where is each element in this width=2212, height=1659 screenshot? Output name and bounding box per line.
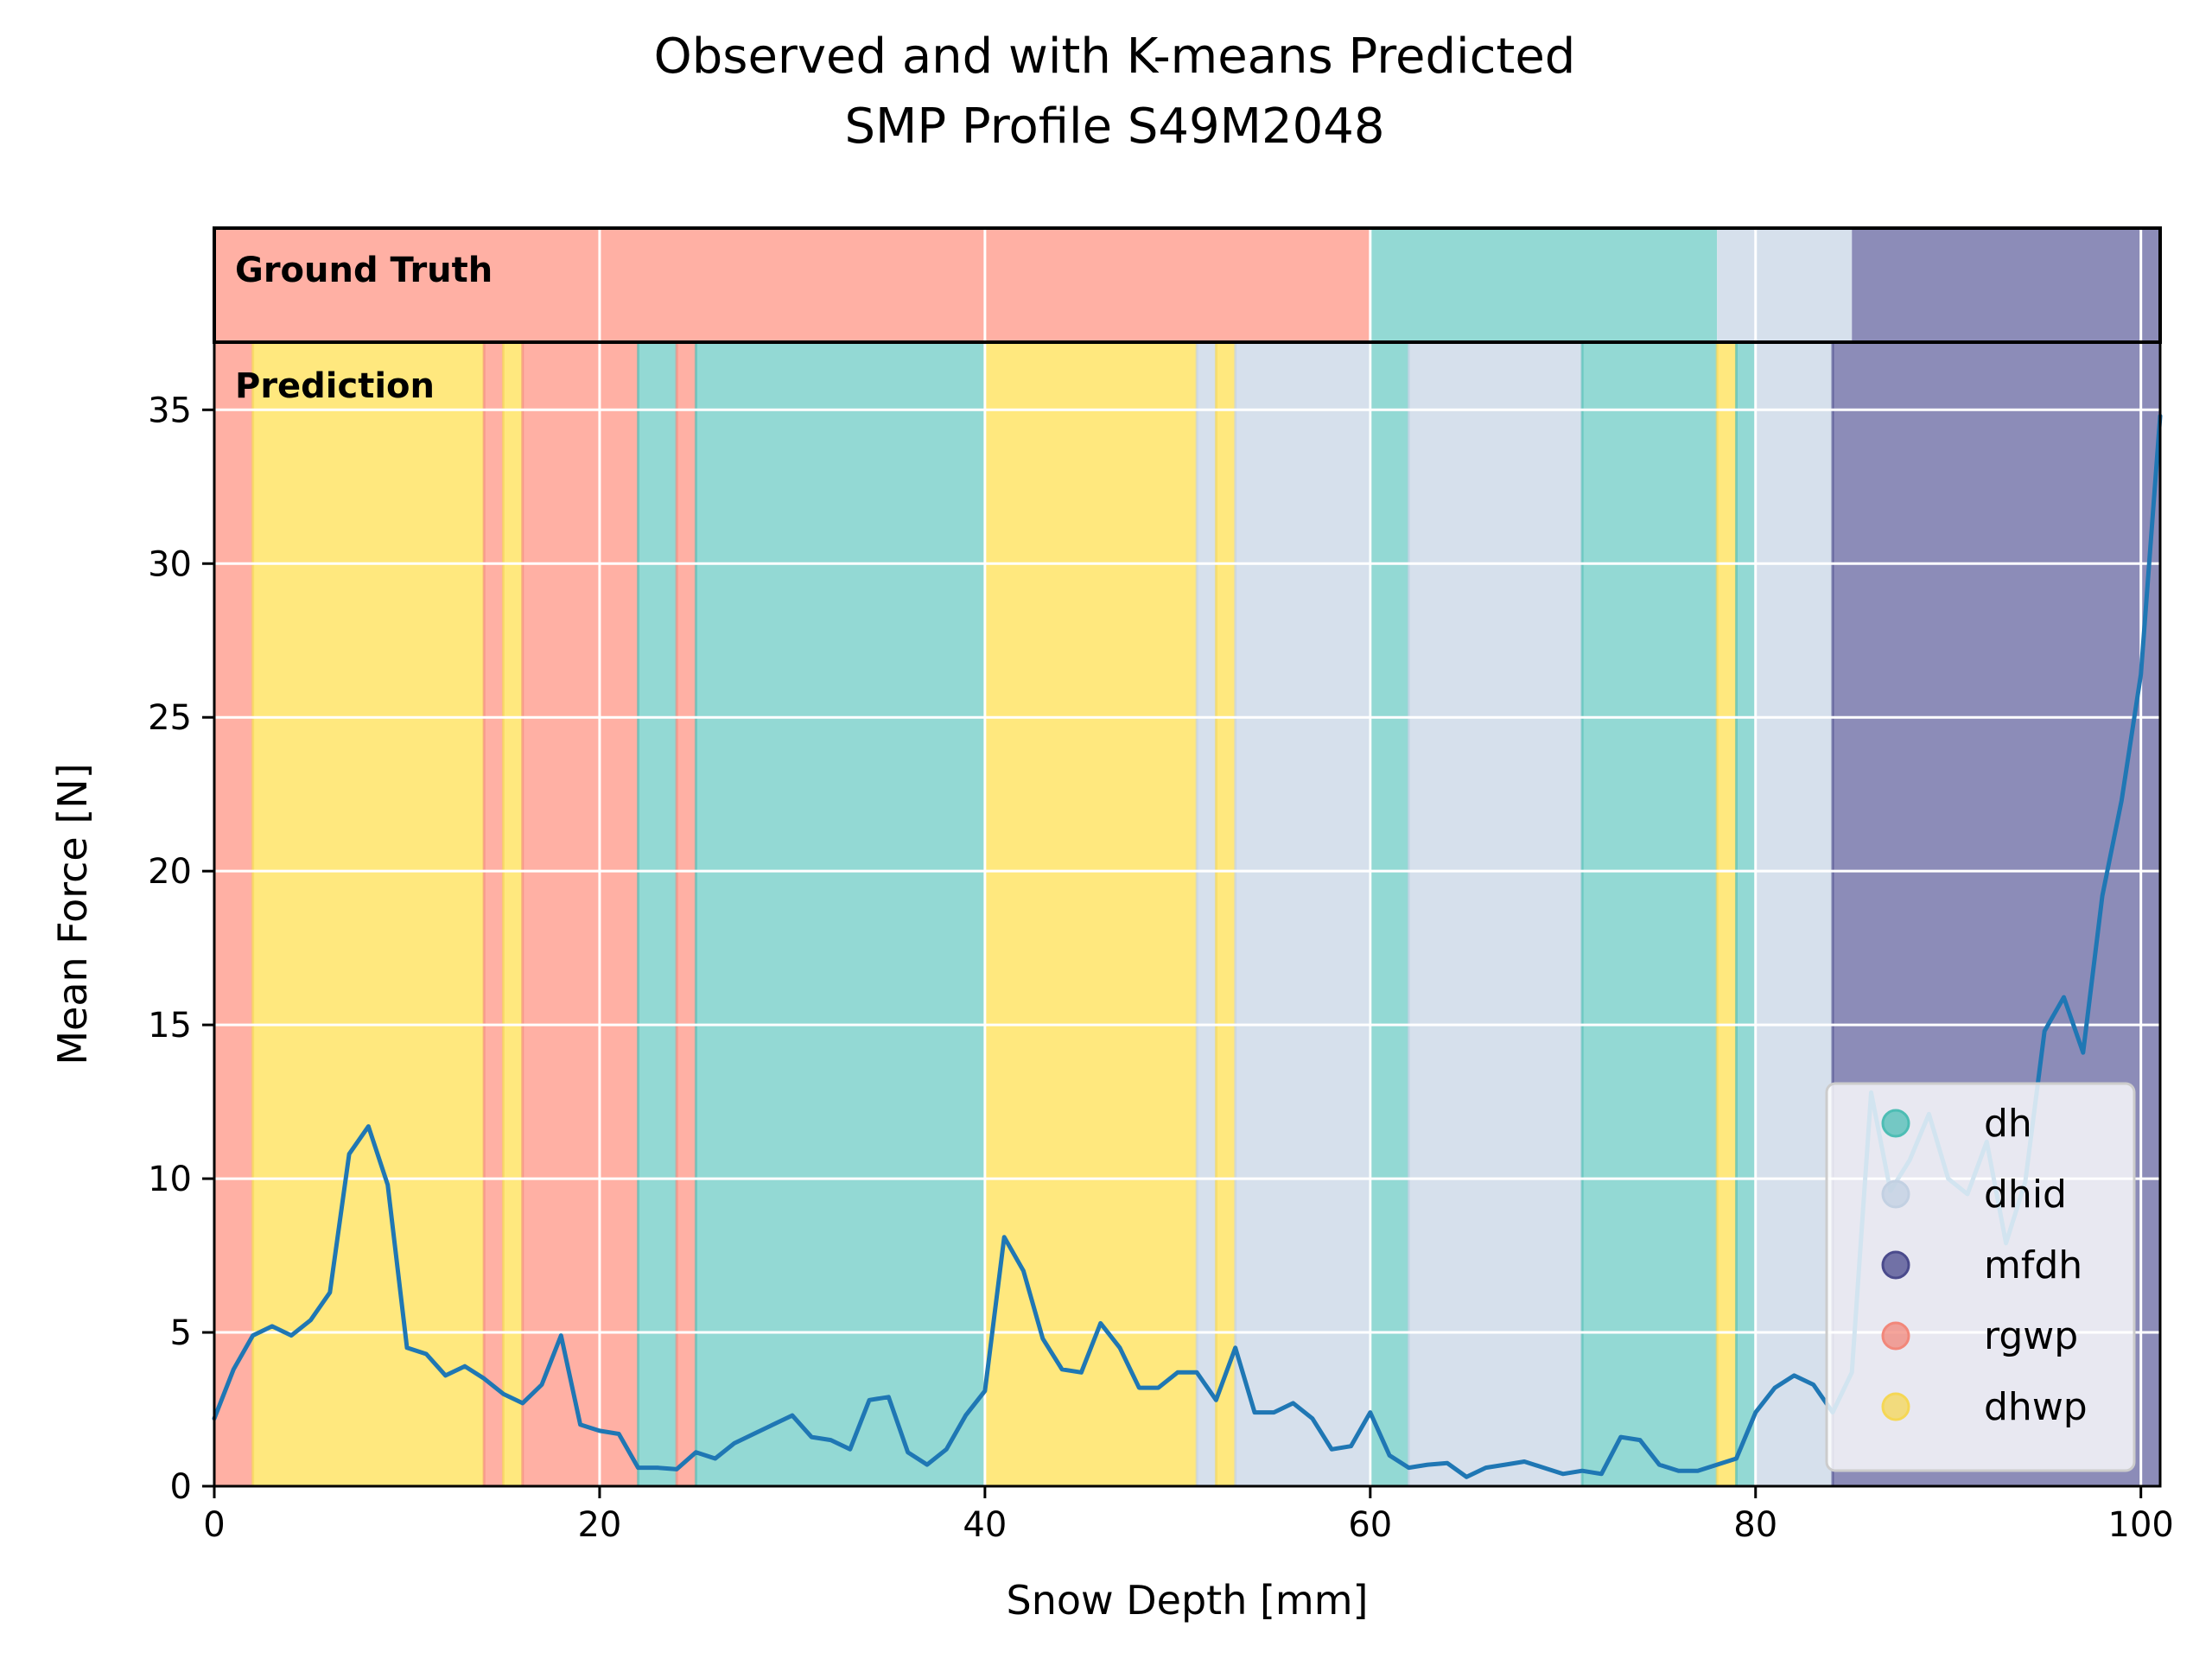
x-tick-label: 40 (963, 1505, 1007, 1545)
ground-truth-label: Ground Truth (235, 251, 493, 290)
ground-truth-segment-dh (1370, 228, 1718, 342)
prediction-segment-dhid (1197, 342, 1217, 1486)
legend: dh dhid mfdh rgwp dhwp (1825, 1082, 2136, 1472)
y-axis: 0 5 10 15 20 25 30 35 (148, 391, 214, 1507)
prediction-segment-dh (1736, 342, 1756, 1486)
prediction-segment-dhid (1235, 342, 1370, 1486)
ground-truth-segment-mfdh (1852, 228, 2160, 342)
prediction-segment-dhid (1408, 342, 1583, 1486)
prediction-segment-dh (696, 342, 985, 1486)
y-axis-label: Mean Force [N] (49, 763, 96, 1065)
legend-marker-dhwp (1881, 1392, 1910, 1421)
x-tick-label: 100 (2108, 1505, 2174, 1545)
y-tick-label: 15 (148, 1006, 192, 1046)
prediction-segment-dh (638, 342, 677, 1486)
x-tick-label: 80 (1733, 1505, 1777, 1545)
prediction-segment-dhid (1755, 342, 1833, 1486)
prediction-segment-dhwp (252, 342, 485, 1486)
y-tick-label: 20 (148, 852, 192, 892)
legend-label-mfdh: mfdh (1984, 1243, 2082, 1287)
prediction-segment-dh (1370, 342, 1409, 1486)
legend-marker-mfdh (1881, 1250, 1910, 1280)
y-tick-label: 30 (148, 544, 192, 584)
y-tick-label: 35 (148, 391, 192, 430)
legend-label-dhid: dhid (1984, 1173, 2067, 1217)
y-tick-label: 5 (170, 1313, 192, 1353)
y-tick-label: 25 (148, 698, 192, 738)
prediction-segment-dhwp (1717, 342, 1737, 1486)
x-tick-label: 60 (1348, 1505, 1392, 1545)
ground-truth-segments (214, 228, 2160, 342)
legend-label-dh: dh (1984, 1102, 2032, 1146)
x-axis: 0 20 40 60 80 100 (203, 1486, 2174, 1545)
legend-marker-dhid (1881, 1179, 1910, 1209)
x-tick-label: 20 (577, 1505, 621, 1545)
y-tick-label: 10 (148, 1160, 192, 1199)
legend-label-rgwp: rgwp (1984, 1314, 2078, 1358)
prediction-segment-dhwp (503, 342, 523, 1486)
legend-marker-rgwp (1881, 1321, 1910, 1351)
prediction-segment-dh (1582, 342, 1718, 1486)
prediction-segment-rgwp (214, 342, 253, 1486)
prediction-segments (213, 342, 2160, 1486)
chart-title: Observed and with K-means Predicted (654, 29, 1576, 85)
ground-truth-segment-dhid (1717, 228, 1853, 342)
legend-box (1825, 1082, 2136, 1472)
prediction-label: Prediction (235, 366, 435, 406)
chart-subtitle: SMP Profile S49M2048 (845, 99, 1385, 155)
prediction-segment-rgwp (484, 342, 504, 1486)
x-axis-label: Snow Depth [mm] (1007, 1577, 1369, 1624)
legend-label-dhwp: dhwp (1984, 1385, 2088, 1429)
y-tick-label: 0 (170, 1467, 192, 1507)
prediction-segment-dhwp (984, 342, 1198, 1486)
prediction-segment-dhwp (1216, 342, 1236, 1486)
prediction-segment-rgwp (677, 342, 696, 1486)
x-tick-label: 0 (203, 1505, 225, 1545)
ground-truth-segment-rgwp (214, 228, 1370, 342)
prediction-segment-rgwp (522, 342, 639, 1486)
legend-marker-dh (1881, 1109, 1910, 1138)
plot-frame (213, 340, 2162, 1488)
